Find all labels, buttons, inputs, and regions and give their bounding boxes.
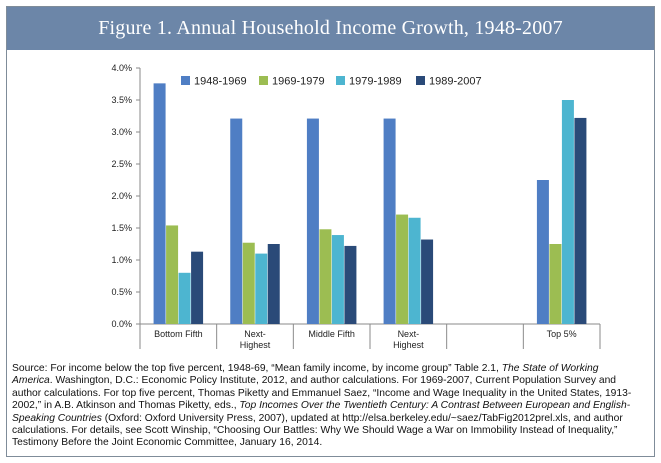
legend-swatch-1969-1979 xyxy=(259,76,268,85)
bar-1969-1979-3 xyxy=(396,214,409,324)
bar-1948-1969-1 xyxy=(230,118,243,324)
x-category-label: Middle Fifth xyxy=(308,329,355,339)
bar-1989-2007-0 xyxy=(191,251,204,324)
source-text-1: Source: For income below the top five pe… xyxy=(12,363,502,374)
x-category-label-line2: Highest xyxy=(393,340,424,350)
source-note: Source: For income below the top five pe… xyxy=(12,363,637,450)
y-tick-label: 1.0% xyxy=(111,255,132,265)
legend-label: 1979-1989 xyxy=(349,76,402,88)
y-tick-label: 0.0% xyxy=(111,319,132,329)
source-book-2: Top Incomes Over the Twentieth Century: … xyxy=(12,400,631,424)
y-tick-label: 3.0% xyxy=(111,127,132,137)
bar-1948-1969-5 xyxy=(536,180,549,324)
bar-1948-1969-2 xyxy=(306,118,319,324)
bar-1979-1989-0 xyxy=(178,272,191,324)
bar-1948-1969-3 xyxy=(383,118,396,324)
bar-1969-1979-0 xyxy=(166,225,179,324)
source-text-2: . Washington, D.C.: Economic Policy Inst… xyxy=(12,375,632,412)
y-tick-label: 2.0% xyxy=(111,191,132,201)
bar-1948-1969-0 xyxy=(153,83,166,324)
x-category-label: Next- xyxy=(398,329,420,339)
legend-label: 1989-2007 xyxy=(429,76,482,88)
y-tick-label: 1.5% xyxy=(111,223,132,233)
bar-1979-1989-5 xyxy=(561,100,574,324)
legend-swatch-1948-1969 xyxy=(181,76,190,85)
source-text-3: (Oxford: Oxford University Press, 2007),… xyxy=(12,412,623,449)
bar-1969-1979-2 xyxy=(319,229,332,324)
bar-1969-1979-5 xyxy=(549,244,562,324)
legend-label: 1969-1979 xyxy=(272,76,325,88)
x-category-label: Bottom Fifth xyxy=(154,329,203,339)
y-tick-label: 3.5% xyxy=(111,95,132,105)
y-tick-label: 4.0% xyxy=(111,63,132,73)
y-tick-label: 0.5% xyxy=(111,287,132,297)
bar-1989-2007-1 xyxy=(267,244,280,324)
x-category-label: Next- xyxy=(244,329,266,339)
bar-1989-2007-5 xyxy=(574,117,587,324)
bar-1979-1989-2 xyxy=(331,235,344,324)
source-book-1: The State of Working America xyxy=(12,363,599,387)
bar-1989-2007-3 xyxy=(421,239,434,324)
legend-label: 1948-1969 xyxy=(194,76,247,88)
y-tick-label: 2.5% xyxy=(111,159,132,169)
x-category-label-line2: Highest xyxy=(240,340,271,350)
legend-swatch-1989-2007 xyxy=(416,76,425,85)
x-category-label: Top 5% xyxy=(547,329,577,339)
figure-title: Figure 1. Annual Household Income Growth… xyxy=(7,7,654,50)
legend-swatch-1979-1989 xyxy=(336,76,345,85)
bar-1979-1989-3 xyxy=(408,217,421,324)
bar-1979-1989-1 xyxy=(255,253,268,324)
bar-1969-1979-1 xyxy=(242,242,255,324)
bar-1989-2007-2 xyxy=(344,245,357,324)
